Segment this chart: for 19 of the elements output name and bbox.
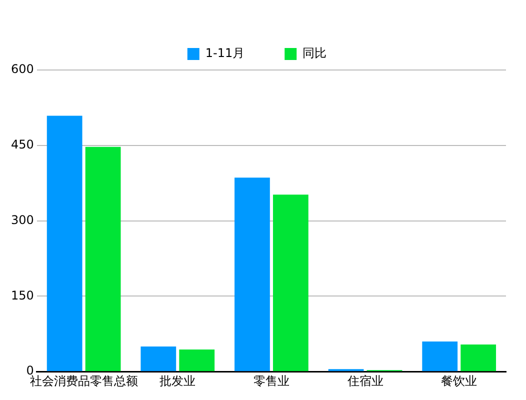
bar [140,346,176,372]
bar [234,178,270,372]
y-tick-label: 150 [11,288,34,302]
y-tick-label: 300 [11,212,34,227]
x-tick-label: 餐饮业 [441,374,478,388]
bar [460,344,496,372]
x-tick-label: 住宿业 [346,374,384,388]
x-tick-label: 社会消费品零售总额 [30,374,138,388]
x-tick-label: 零售业 [253,374,290,388]
bar [422,341,458,372]
bar [46,116,82,372]
bar [85,146,121,372]
y-tick-label: 450 [11,138,34,152]
bar [272,194,308,372]
legend-label: 同比 [302,46,327,60]
x-tick-label: 批发业 [160,374,196,388]
legend-label: 1-11月 [205,46,245,60]
bar [179,349,215,372]
y-tick-label: 600 [11,62,34,76]
